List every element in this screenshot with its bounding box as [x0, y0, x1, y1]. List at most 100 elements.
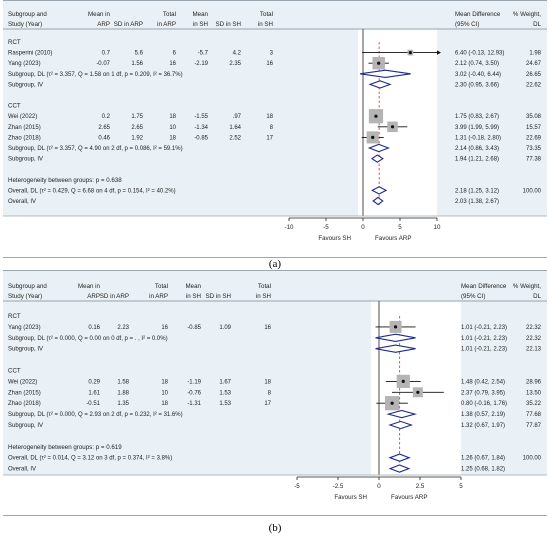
cell-sd2: .97 — [233, 114, 242, 120]
header-c8: % Weight, — [513, 11, 541, 18]
weight-percent: 22.62 — [526, 82, 542, 88]
point-estimate — [390, 125, 395, 129]
header-c1: ARP — [97, 21, 110, 28]
cell-n2: 17 — [264, 401, 271, 407]
subgroup-diamond — [386, 409, 418, 419]
header-c0: Subgroup and — [8, 283, 47, 290]
cell-n1: 10 — [161, 390, 168, 396]
cell-sd2: 1.53 — [219, 401, 231, 407]
cell-sd2: 1.67 — [219, 379, 231, 385]
x-tick-label: -2.5 — [333, 483, 344, 490]
cell-m1: -0.51 — [86, 401, 100, 407]
cell-m1: 0.46 — [98, 135, 110, 141]
header-c1: Mean in — [78, 283, 101, 290]
cell-m2: -1.34 — [194, 125, 208, 131]
point-estimate — [390, 401, 394, 405]
heterogeneity-note: Heterogeneity between groups: p = 0.638 — [8, 177, 122, 184]
point-estimate — [393, 325, 398, 329]
panel-a-caption: (a) — [268, 258, 282, 270]
subgroup-diamond — [368, 80, 392, 89]
effect-ci: 3.99 (1.99, 5.99) — [455, 125, 499, 131]
subgroup-diamond — [375, 344, 416, 353]
effect-ci: 1.48 (0.42, 2.54) — [461, 379, 505, 385]
study-label: Yang (2023) — [8, 61, 41, 67]
cell-sd1: 1.88 — [117, 390, 129, 396]
cell-m2: -1.31 — [187, 401, 201, 407]
header-c7: Mean Difference — [455, 11, 501, 18]
subtotal-label: Subgroup, IV — [8, 423, 43, 429]
subtotal-label: Subgroup, IV — [8, 157, 43, 163]
cell-sd1: 1.35 — [117, 401, 129, 407]
cell-n2: 16 — [264, 325, 271, 331]
subgroup-diamond — [367, 143, 390, 153]
subgroup-heading: RCT — [8, 39, 21, 46]
header-c0: Study (Year) — [8, 293, 42, 300]
effect-ci: 1.75 (0.83, 2.67) — [455, 114, 499, 120]
subgroup-diamond — [375, 333, 416, 342]
header-c2: SD in ARP — [100, 293, 129, 300]
effect-ci: 1.25 (0.68, 1.82) — [461, 467, 505, 473]
weight-percent: 22.13 — [526, 347, 542, 353]
effect-ci: 1.94 (1.21, 2.68) — [455, 157, 499, 163]
subtotal-label: Subgroup, DL (τ² = 3.357, Q = 1.58 on 1 … — [8, 72, 183, 78]
weight-percent: 77.38 — [526, 157, 542, 163]
x-tick-label: 5 — [398, 224, 402, 231]
subtotal-label: Subgroup, IV — [8, 347, 43, 353]
cell-sd2: 4.2 — [233, 51, 242, 57]
cell-sd1: 2.65 — [131, 125, 143, 131]
heterogeneity-note: Heterogeneity between groups: p = 0.619 — [8, 444, 122, 451]
cell-n2: 3 — [270, 51, 274, 57]
header-c7: (95% CI) — [461, 293, 485, 300]
header-c5: SD in SH — [206, 293, 231, 300]
header-c8: DL — [533, 293, 541, 300]
weight-percent: 77.68 — [526, 412, 542, 418]
point-estimate — [371, 135, 375, 139]
effect-ci: 1.31 (-0.18, 2.80) — [455, 135, 501, 141]
favours-left-label: Favours SH — [334, 494, 367, 501]
subtotal-label: Subgroup, DL (τ² = 3.357, Q = 4.90 on 2 … — [8, 146, 183, 152]
x-tick-label: -5 — [323, 224, 329, 231]
cell-n2: 17 — [266, 135, 273, 141]
header-c7: (95% CI) — [455, 21, 479, 28]
header-c7: Mean Difference — [461, 283, 507, 290]
subgroup-heading: CCT — [8, 103, 21, 110]
overall-diamond — [372, 196, 384, 206]
x-tick-label: -10 — [285, 224, 295, 231]
subgroup-heading: CCT — [8, 368, 21, 375]
cell-m2: -1.55 — [194, 114, 208, 120]
cell-m1: 2.65 — [98, 125, 110, 131]
effect-ci: 2.18 (1.25, 3.12) — [455, 188, 499, 194]
cell-m2: -0.85 — [194, 135, 208, 141]
overall-diamond — [371, 186, 388, 195]
header-c0: Subgroup and — [8, 11, 47, 18]
header-c1: ARP — [87, 293, 100, 300]
effect-ci: 1.38 (0.57, 2.19) — [461, 412, 505, 418]
effect-ci: 1.32 (0.67, 1.97) — [461, 423, 505, 429]
ci-arrow — [437, 50, 441, 55]
header-c2: SD in ARP — [114, 21, 143, 28]
effect-ci: 1.01 (-0.21, 2.23) — [461, 325, 507, 331]
overall-label: Overall, IV — [8, 199, 36, 205]
point-estimate — [416, 390, 420, 394]
effect-ci: 2.14 (0.86, 3.43) — [455, 146, 499, 152]
cell-n1: 18 — [161, 401, 168, 407]
overall-label: Overall, DL (τ² = 0.429, Q = 6.68 on 4 d… — [8, 188, 176, 194]
header-c6: in SH — [256, 293, 271, 300]
header-c3: Total — [155, 283, 168, 290]
header-c5: SD in SH — [216, 21, 241, 28]
cell-n1: 18 — [161, 379, 168, 385]
subgroup-diamond — [370, 154, 384, 163]
weight-percent: 1.98 — [529, 51, 541, 57]
weight-percent: 100.00 — [523, 456, 542, 462]
study-label: Zhao (2018) — [8, 135, 41, 141]
study-label: Zhan (2015) — [8, 390, 41, 396]
effect-ci: 2.30 (0.95, 3.66) — [455, 82, 499, 88]
cell-sd2: 1.09 — [219, 325, 231, 331]
overall-diamond — [388, 464, 411, 473]
effect-ci: 2.03 (1.38, 2.67) — [455, 199, 499, 205]
weight-percent: 22.32 — [526, 325, 542, 331]
weight-percent: 35.22 — [526, 401, 542, 407]
effect-ci: 3.02 (-0.40, 6.44) — [455, 72, 501, 78]
effect-ci: 2.12 (0.74, 3.50) — [455, 61, 499, 67]
